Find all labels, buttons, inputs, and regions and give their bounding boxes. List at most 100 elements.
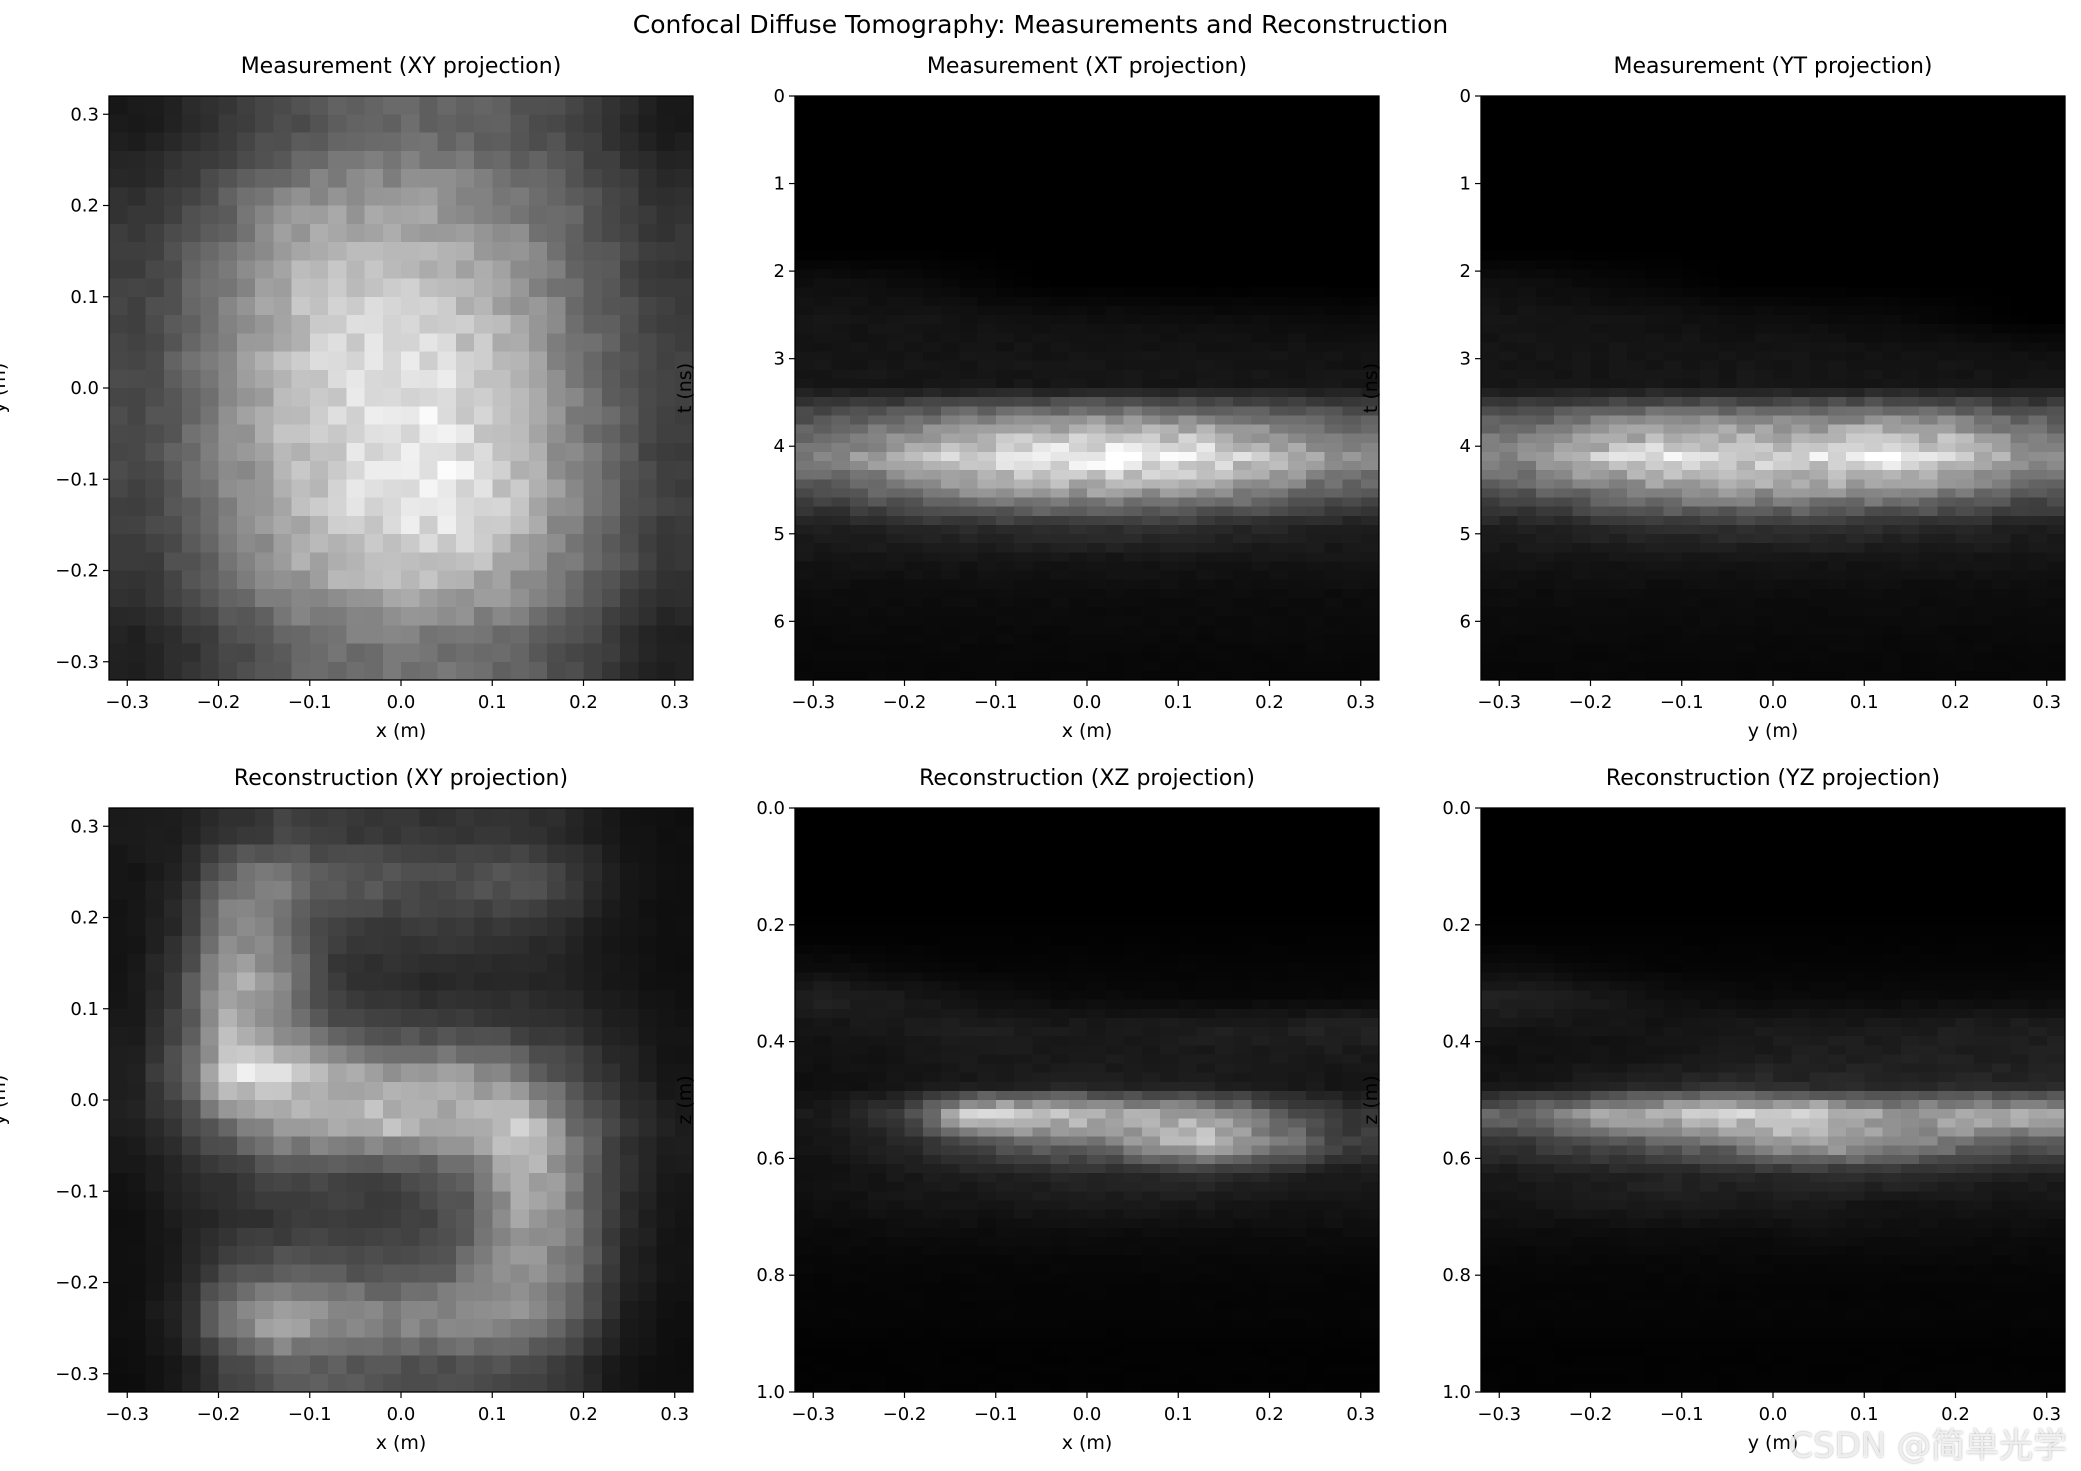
heatmap-cell [795, 670, 814, 681]
heatmap-cell [795, 242, 814, 252]
heatmap-cell [1481, 570, 1500, 581]
heatmap-cell [1342, 315, 1362, 325]
heatmap-cell [1681, 178, 1701, 188]
heatmap-cell [1517, 96, 1537, 106]
heatmap-cell [1481, 424, 1500, 435]
heatmap-cell [328, 661, 347, 681]
heatmap-cell [236, 424, 256, 444]
heatmap-cell [1105, 588, 1125, 599]
heatmap-cell [1882, 205, 1902, 216]
heatmap-cell [1360, 178, 1380, 188]
heatmap-cell [1645, 333, 1665, 343]
heatmap-cell [674, 643, 694, 663]
heatmap-cell [1937, 205, 1957, 216]
heatmap-cell [1214, 634, 1234, 645]
heatmap-cell [959, 205, 979, 216]
heatmap-cell [1718, 534, 1738, 544]
heatmap-cell [1919, 242, 1938, 252]
heatmap-cell [1627, 114, 1646, 124]
heatmap-cell [474, 132, 493, 152]
heatmap-cell [1123, 187, 1143, 197]
heatmap-cell [886, 360, 906, 371]
heatmap-cell [1481, 588, 1500, 599]
heatmap-cell [2028, 351, 2048, 362]
heatmap-cell [291, 570, 311, 590]
heatmap-cell [1937, 96, 1957, 106]
heatmap-cell [1736, 150, 1756, 161]
heatmap-cell [382, 315, 402, 334]
heatmap-cell [1196, 196, 1216, 207]
heatmap-cell [1590, 552, 1610, 562]
heatmap-cell [674, 497, 694, 517]
heatmap-cell [941, 132, 960, 143]
heatmap-cell [638, 424, 658, 444]
heatmap-cell [1517, 196, 1537, 207]
heatmap-cell [886, 178, 906, 188]
heatmap-cell [1663, 287, 1683, 298]
heatmap-cell [455, 643, 475, 663]
heatmap-cell [1590, 524, 1610, 535]
heatmap-cell [1627, 470, 1646, 480]
heatmap-cell [941, 397, 960, 407]
heatmap-cell [656, 242, 676, 261]
heatmap-cell [674, 607, 694, 626]
heatmap-cell [1233, 178, 1252, 188]
heatmap-cell [127, 150, 147, 170]
heatmap-cell [1919, 616, 1938, 626]
heatmap-cell [1269, 178, 1289, 188]
heatmap-cell [1196, 251, 1216, 261]
heatmap-cell [886, 406, 906, 416]
heatmap-cell [382, 607, 402, 626]
heatmap-cell [236, 169, 256, 188]
heatmap-cell [1178, 169, 1198, 179]
heatmap-cell [1251, 232, 1271, 243]
heatmap-cell [1068, 378, 1088, 389]
heatmap-cell [1196, 597, 1216, 608]
heatmap-cell [638, 570, 658, 590]
heatmap-cell [813, 187, 833, 197]
heatmap-cell [1809, 451, 1829, 462]
heatmap-cell [1214, 661, 1234, 672]
heatmap-cell [1827, 232, 1847, 243]
heatmap-cell [565, 296, 585, 316]
heatmap-cell [1846, 150, 1865, 161]
heatmap-cell [419, 150, 439, 170]
heatmap-cell [382, 643, 402, 663]
heatmap-cell [1882, 223, 1902, 234]
heatmap-cell [674, 388, 694, 407]
heatmap-cell [813, 114, 833, 124]
heatmap-cell [849, 634, 869, 645]
heatmap-cell [2010, 150, 2030, 161]
heatmap-cell [1087, 242, 1106, 252]
heatmap-cell [474, 260, 493, 280]
heatmap-cell [1535, 232, 1555, 243]
heatmap-cell [1087, 196, 1106, 207]
heatmap-cell [886, 315, 906, 325]
heatmap-cell [1700, 141, 1719, 152]
heatmap-cell [1160, 296, 1179, 307]
heatmap-cell [382, 278, 402, 298]
heatmap-cell [1919, 150, 1938, 161]
heatmap-cell [1481, 369, 1500, 380]
heatmap-cell [1269, 360, 1289, 371]
heatmap-cell [1791, 214, 1811, 225]
heatmap-cell [291, 278, 311, 298]
heatmap-cell [1608, 597, 1628, 608]
heatmap-cell [1050, 479, 1070, 489]
heatmap-cell [1050, 333, 1070, 343]
heatmap-cell [1032, 251, 1052, 261]
heatmap-cell [1087, 652, 1106, 663]
heatmap-cell [831, 479, 851, 489]
heatmap-cell [401, 534, 420, 553]
heatmap-cell [1068, 324, 1088, 334]
heatmap-cell [868, 534, 887, 544]
heatmap-cell [795, 515, 814, 526]
y-tick-label: 0.0 [70, 378, 99, 399]
heatmap-cell [328, 242, 347, 261]
heatmap-cell [1718, 141, 1738, 152]
heatmap-cell [601, 333, 621, 353]
heatmap-cell [1123, 497, 1143, 508]
heatmap-cell [1827, 96, 1847, 106]
heatmap-cell [1360, 406, 1380, 416]
heatmap-cell [1955, 552, 1975, 562]
